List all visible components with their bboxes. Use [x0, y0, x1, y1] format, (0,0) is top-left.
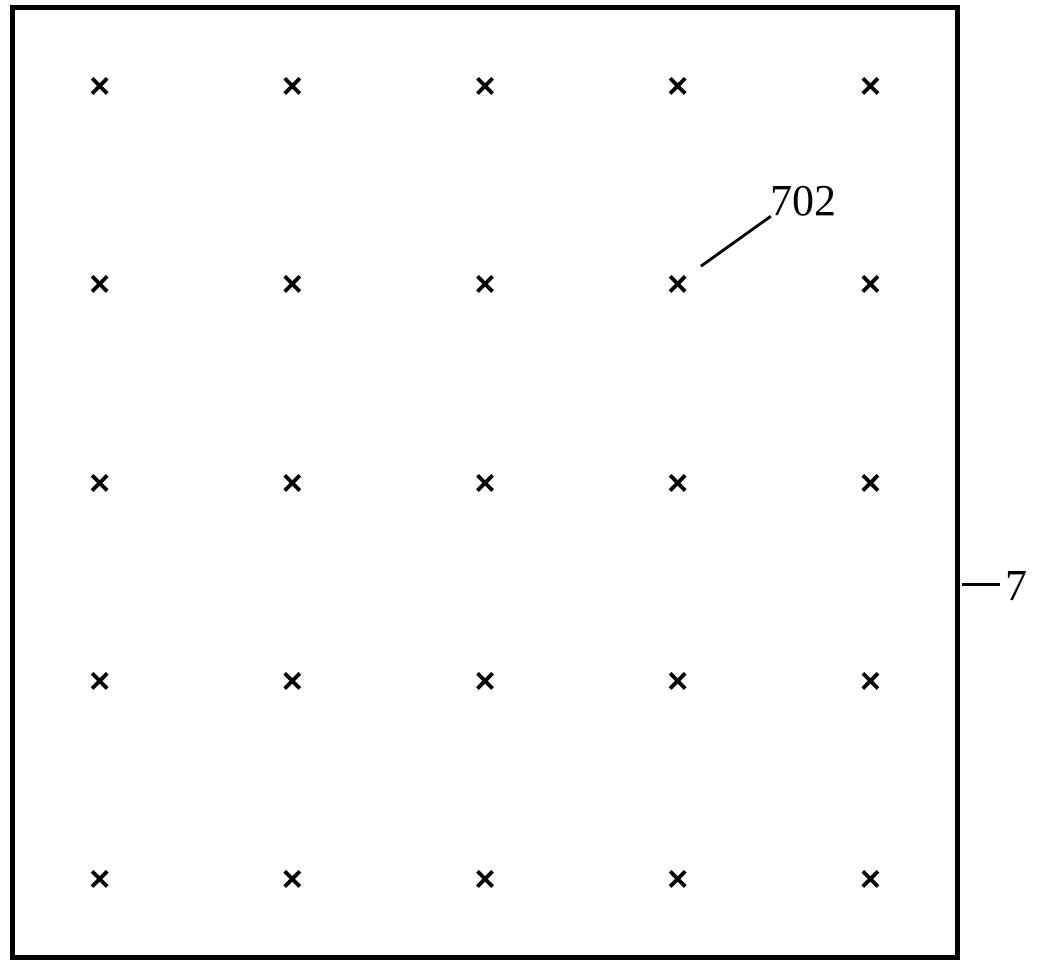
- grid-marker: ×: [282, 465, 303, 501]
- grid-marker: ×: [89, 465, 110, 501]
- callout-label: 7: [1005, 560, 1027, 611]
- grid-marker: ×: [860, 465, 881, 501]
- callout-line: [962, 583, 1000, 586]
- grid-marker: ×: [282, 663, 303, 699]
- grid-marker: ×: [474, 465, 495, 501]
- grid-marker: ×: [667, 861, 688, 897]
- grid-marker: ×: [89, 861, 110, 897]
- grid-marker: ×: [282, 266, 303, 302]
- grid-marker: ×: [282, 68, 303, 104]
- grid-marker: ×: [89, 663, 110, 699]
- callout-label: 702: [770, 175, 836, 226]
- grid-marker: ×: [860, 663, 881, 699]
- grid-marker: ×: [860, 266, 881, 302]
- grid-marker: ×: [89, 68, 110, 104]
- grid-marker: ×: [667, 68, 688, 104]
- grid-marker: ×: [860, 861, 881, 897]
- grid-marker: ×: [667, 663, 688, 699]
- grid-marker: ×: [667, 465, 688, 501]
- grid-marker: ×: [860, 68, 881, 104]
- grid-marker: ×: [474, 68, 495, 104]
- grid-marker: ×: [89, 266, 110, 302]
- grid-marker: ×: [282, 861, 303, 897]
- diagram-box: × × × × × × × × × × × × × × × × × × × × × × × × ×: [10, 5, 960, 960]
- grid-marker: ×: [667, 266, 688, 302]
- grid-marker: ×: [474, 861, 495, 897]
- grid-marker: ×: [474, 663, 495, 699]
- grid-marker: ×: [474, 266, 495, 302]
